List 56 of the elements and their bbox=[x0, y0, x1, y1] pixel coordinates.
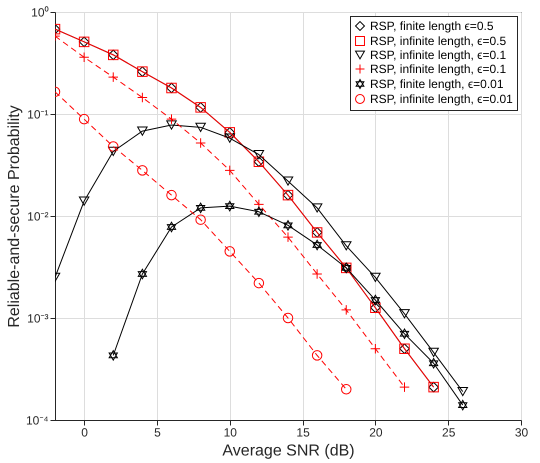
y-tick-label: 10⁰ bbox=[31, 6, 48, 20]
point bbox=[370, 272, 381, 282]
point bbox=[138, 268, 147, 280]
x-tick-label: 15 bbox=[296, 426, 310, 440]
point bbox=[196, 202, 206, 214]
y-axis-title: Reliable-and-secure Probability bbox=[6, 105, 23, 328]
x-tick-label: 10 bbox=[224, 426, 238, 440]
legend-label: RSP, infinite length, ϵ=0.01 bbox=[370, 92, 514, 106]
point bbox=[370, 294, 380, 306]
point bbox=[283, 220, 293, 231]
point bbox=[108, 146, 118, 156]
y-tick-label: 10⁻³ bbox=[27, 312, 49, 326]
point bbox=[195, 214, 206, 225]
point bbox=[341, 384, 352, 395]
point bbox=[312, 240, 322, 250]
point bbox=[312, 350, 322, 361]
point bbox=[282, 312, 294, 324]
point bbox=[166, 190, 177, 200]
point bbox=[282, 176, 294, 186]
point bbox=[254, 206, 264, 218]
point bbox=[224, 246, 235, 257]
point bbox=[341, 241, 352, 250]
point bbox=[400, 328, 410, 340]
point bbox=[254, 150, 264, 160]
x-tick-label: 30 bbox=[514, 426, 528, 440]
x-tick-label: 20 bbox=[369, 426, 383, 440]
legend-label: RSP, infinite length, ϵ=0.1 bbox=[370, 48, 506, 62]
point bbox=[195, 122, 206, 132]
point bbox=[254, 278, 264, 288]
point bbox=[166, 222, 176, 232]
y-tick-label: 10⁻² bbox=[27, 210, 49, 224]
point bbox=[137, 165, 148, 176]
point bbox=[399, 309, 410, 318]
x-tick-label: 0 bbox=[81, 426, 88, 440]
y-tick-label: 10⁻⁴ bbox=[26, 414, 48, 428]
y-tick-label: 10⁻¹ bbox=[27, 108, 49, 122]
legend-label: RSP, finite length ϵ=0.5 bbox=[370, 19, 494, 33]
x-tick-label: 5 bbox=[154, 426, 162, 440]
point bbox=[108, 141, 118, 152]
point bbox=[108, 350, 118, 361]
point bbox=[429, 358, 438, 368]
point bbox=[428, 348, 439, 358]
point bbox=[458, 386, 468, 396]
legend-label: RSP, finite length, ϵ=0.01 bbox=[370, 77, 504, 91]
legend-label: RSP, infinite length, ϵ=0.1 bbox=[370, 62, 506, 76]
point bbox=[78, 114, 90, 124]
point bbox=[78, 196, 90, 206]
point bbox=[312, 203, 322, 213]
x-tick-label: 25 bbox=[442, 426, 456, 440]
point bbox=[137, 126, 148, 136]
x-axis-title: Average SNR (dB) bbox=[222, 442, 355, 460]
point bbox=[166, 120, 177, 130]
legend-label: RSP, infinite length, ϵ=0.5 bbox=[370, 34, 506, 48]
point bbox=[224, 134, 235, 143]
point bbox=[225, 200, 234, 212]
point bbox=[458, 400, 468, 410]
